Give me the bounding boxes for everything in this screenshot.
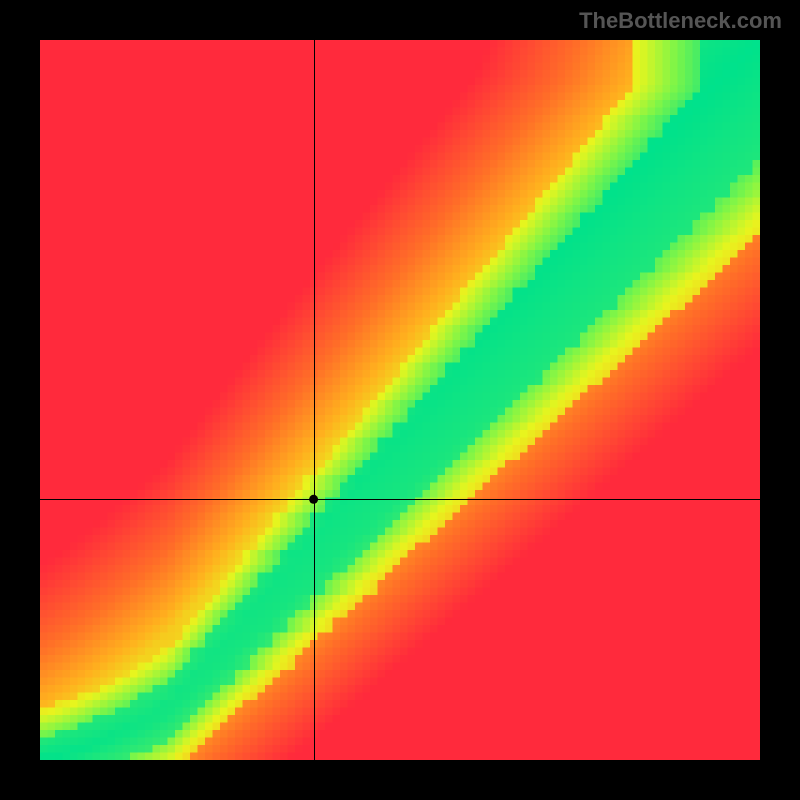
watermark-label: TheBottleneck.com (579, 8, 782, 34)
crosshair-overlay (40, 40, 760, 760)
chart-container: TheBottleneck.com (0, 0, 800, 800)
